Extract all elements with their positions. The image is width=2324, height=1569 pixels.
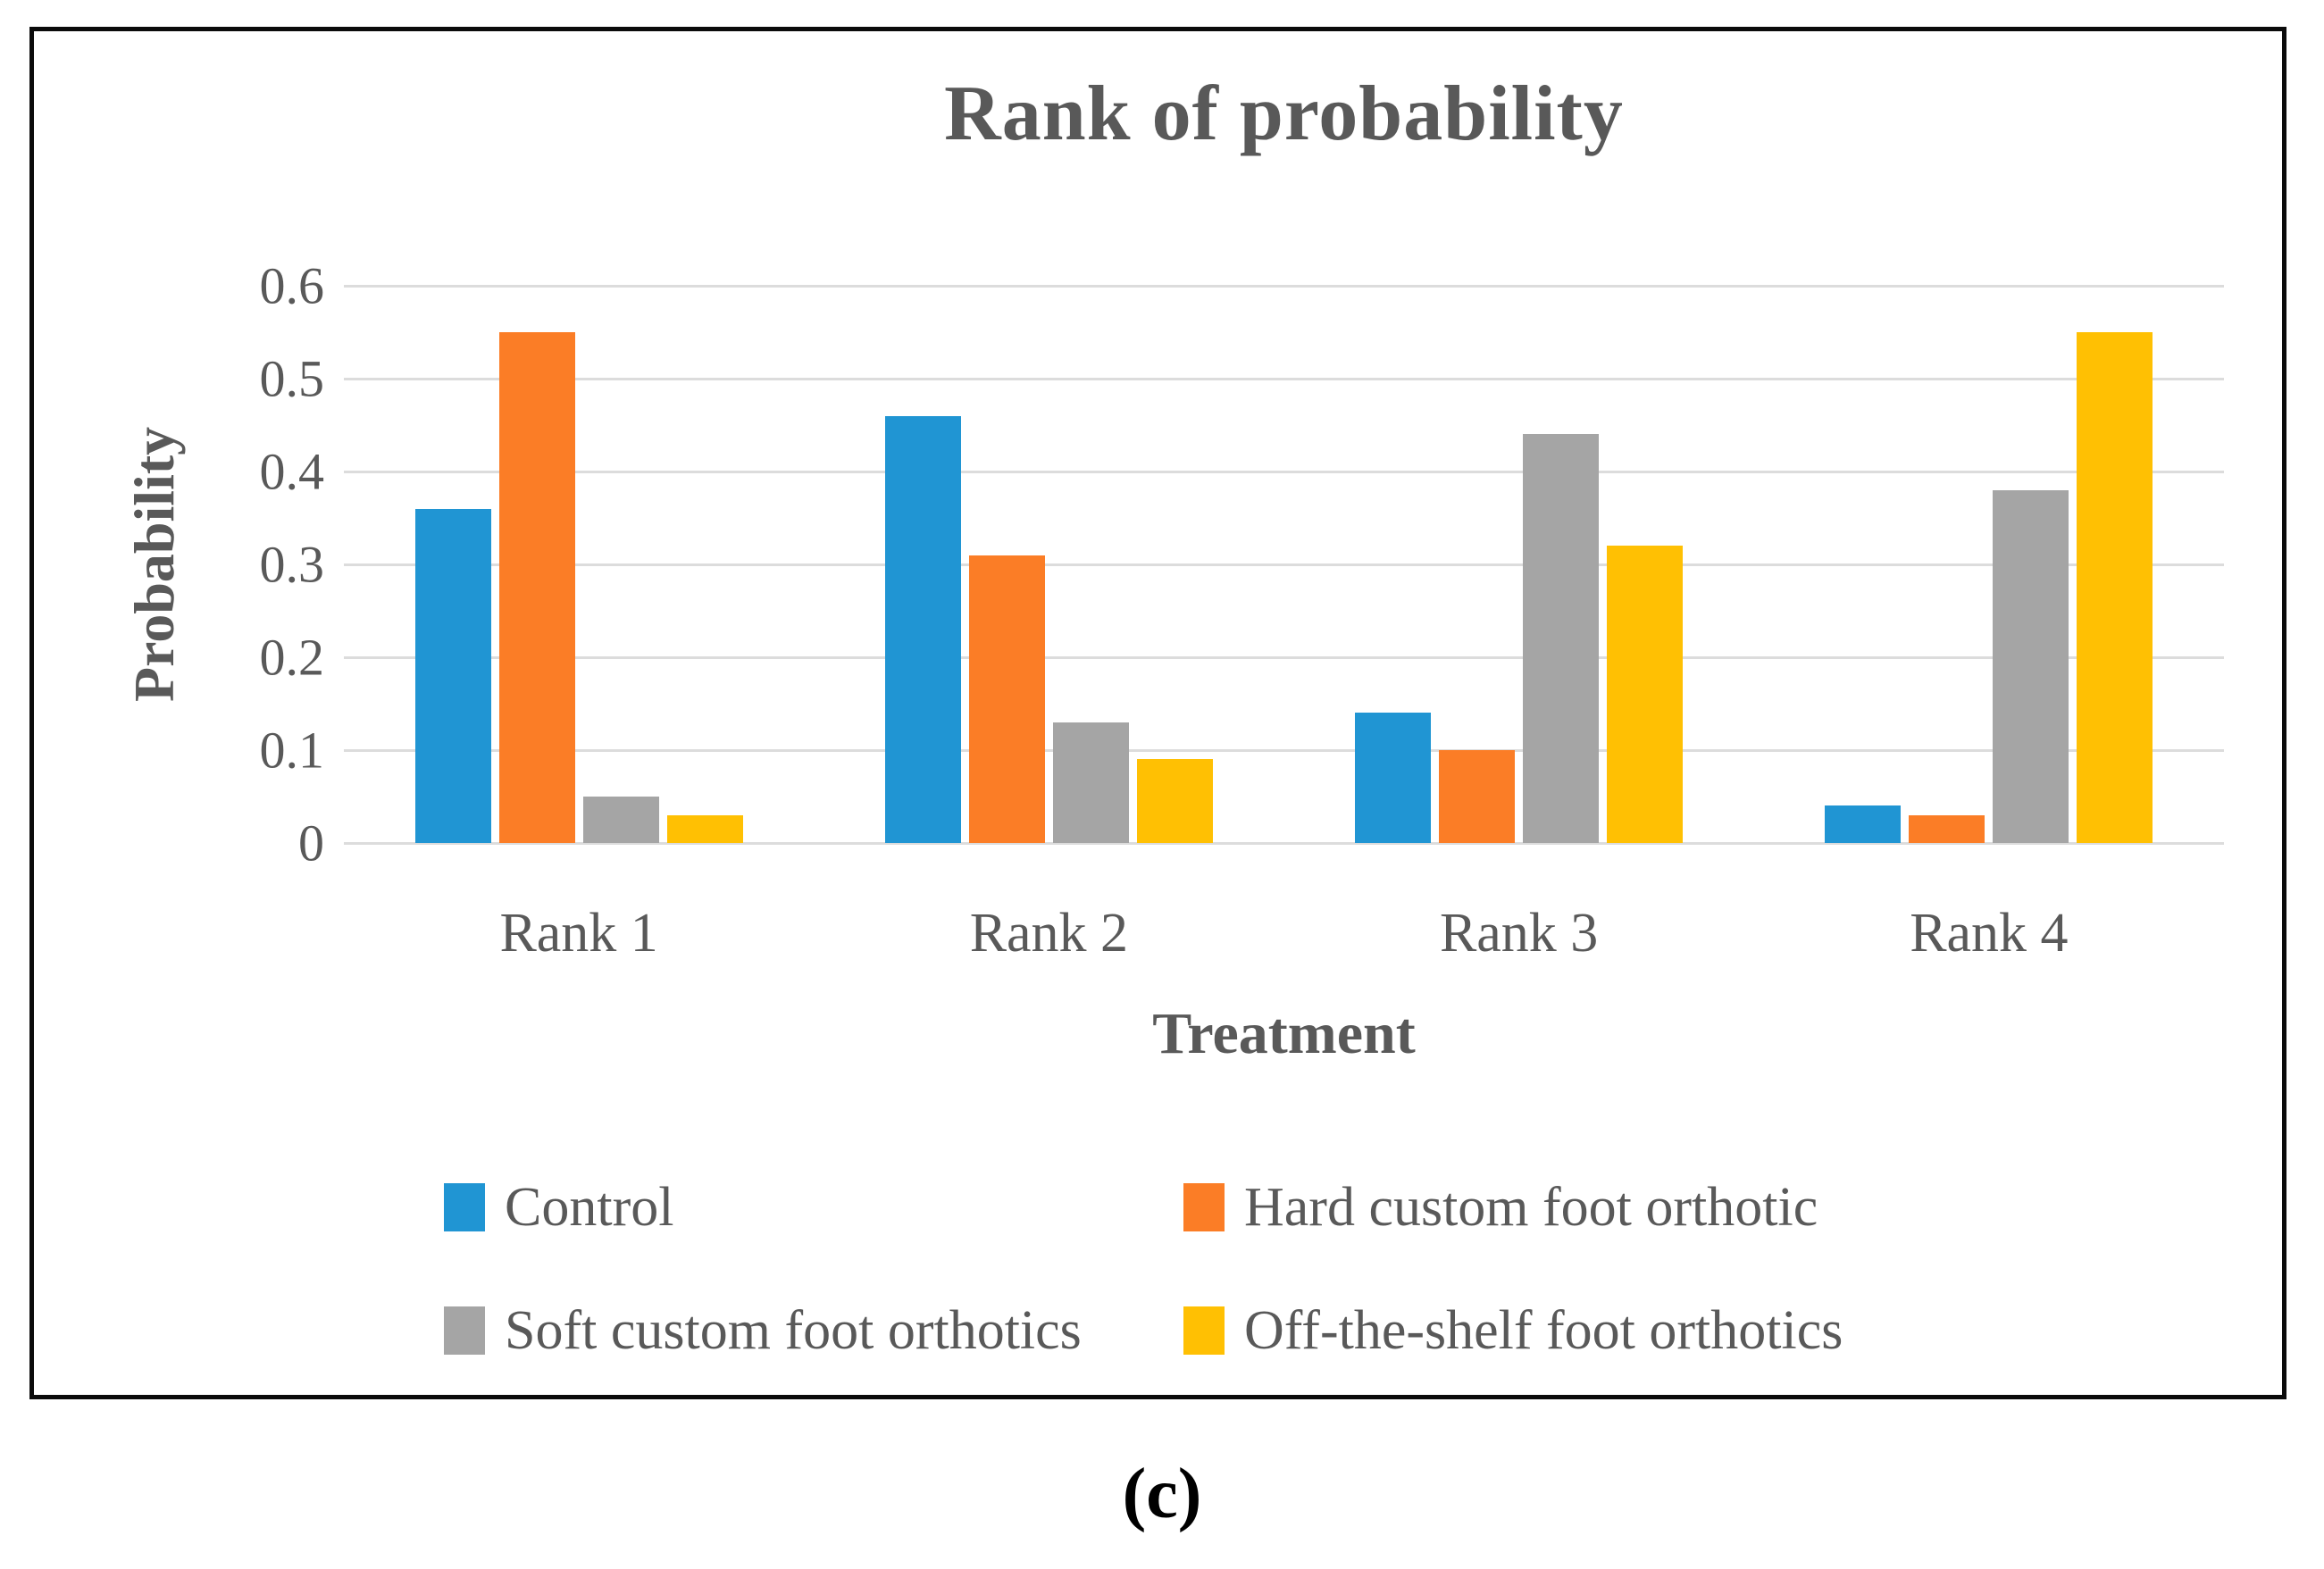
legend-label-off-the-shelf-foot-orthotics: Off-the-shelf foot orthotics xyxy=(1244,1299,1843,1361)
chart-frame: Rank of probability Probability 0 0.1 0.2 0… xyxy=(29,27,2286,1399)
bar-soft-custom-foot-orthotics-rank-3 xyxy=(1523,434,1600,843)
x-axis-title: Treatment xyxy=(1152,1001,1416,1066)
bar-group-rank-1 xyxy=(344,286,814,843)
y-tick-0.3: 0.3 xyxy=(259,535,325,594)
y-tick-0.5: 0.5 xyxy=(259,349,325,408)
chart-title: Rank of probability xyxy=(944,71,1624,157)
y-tick-0.2: 0.2 xyxy=(259,628,325,687)
bar-off-the-shelf-foot-orthotics-rank-1 xyxy=(666,814,743,843)
bar-off-the-shelf-foot-orthotics-rank-2 xyxy=(1136,759,1213,843)
legend-swatch-soft-custom-foot-orthotics xyxy=(444,1306,485,1355)
legend-label-hard-custom-foot-orthotic: Hard custom foot orthotic xyxy=(1244,1176,1818,1238)
legend: Control Hard custom foot orthotic Soft cus… xyxy=(444,1158,1843,1380)
plot-area xyxy=(344,284,2224,845)
legend-label-control: Control xyxy=(505,1176,674,1238)
figure-caption: (c) xyxy=(1122,1455,1202,1533)
bar-hard-custom-foot-orthotic-rank-1 xyxy=(498,332,575,843)
y-tick-0.1: 0.1 xyxy=(259,721,325,780)
gridline-0 xyxy=(344,841,2224,845)
y-tick-0.6: 0.6 xyxy=(259,256,325,315)
bar-control-rank-1 xyxy=(414,508,491,843)
bar-group-rank-3 xyxy=(1284,286,1754,843)
x-tick-rank-2: Rank 2 xyxy=(969,903,1129,964)
gridline-0.4 xyxy=(344,470,2224,473)
bar-soft-custom-foot-orthotics-rank-1 xyxy=(582,797,659,843)
bar-control-rank-3 xyxy=(1355,713,1432,843)
bar-off-the-shelf-foot-orthotics-rank-3 xyxy=(1607,546,1684,843)
x-tick-rank-1: Rank 1 xyxy=(499,903,658,964)
gridline-0.1 xyxy=(344,748,2224,752)
gridline-0.2 xyxy=(344,655,2224,659)
legend-item-off-the-shelf-foot-orthotics: Off-the-shelf foot orthotics xyxy=(1183,1281,1843,1380)
legend-item-soft-custom-foot-orthotics: Soft custom foot orthotics xyxy=(444,1281,1183,1380)
bar-soft-custom-foot-orthotics-rank-2 xyxy=(1052,722,1129,843)
legend-item-hard-custom-foot-orthotic: Hard custom foot orthotic xyxy=(1183,1158,1843,1256)
bar-group-rank-2 xyxy=(814,286,1283,843)
y-tick-0: 0 xyxy=(298,814,324,872)
legend-swatch-hard-custom-foot-orthotic xyxy=(1183,1183,1225,1231)
x-tick-rank-4: Rank 4 xyxy=(1910,903,2069,964)
gridline-0.6 xyxy=(344,284,2224,288)
x-tick-rank-3: Rank 3 xyxy=(1439,903,1599,964)
bar-groups xyxy=(344,286,2224,843)
legend-swatch-off-the-shelf-foot-orthotics xyxy=(1183,1306,1225,1355)
legend-label-soft-custom-foot-orthotics: Soft custom foot orthotics xyxy=(505,1299,1082,1361)
bar-control-rank-2 xyxy=(884,415,961,843)
legend-item-control: Control xyxy=(444,1158,1183,1256)
bar-group-rank-4 xyxy=(1754,286,2224,843)
y-tick-labels: 0 0.1 0.2 0.3 0.4 0.5 0.6 xyxy=(34,257,325,872)
gridline-0.3 xyxy=(344,563,2224,566)
bar-hard-custom-foot-orthotic-rank-2 xyxy=(968,555,1045,843)
bar-soft-custom-foot-orthotics-rank-4 xyxy=(1993,489,2069,843)
bar-control-rank-4 xyxy=(1825,805,1902,843)
gridline-0.5 xyxy=(344,377,2224,380)
x-tick-labels: Rank 1 Rank 2 Rank 3 Rank 4 xyxy=(344,902,2224,965)
bar-hard-custom-foot-orthotic-rank-4 xyxy=(1909,814,1985,843)
bar-off-the-shelf-foot-orthotics-rank-4 xyxy=(2077,332,2153,843)
legend-swatch-control xyxy=(444,1183,485,1231)
bar-hard-custom-foot-orthotic-rank-3 xyxy=(1439,750,1516,843)
y-tick-0.4: 0.4 xyxy=(259,442,325,501)
